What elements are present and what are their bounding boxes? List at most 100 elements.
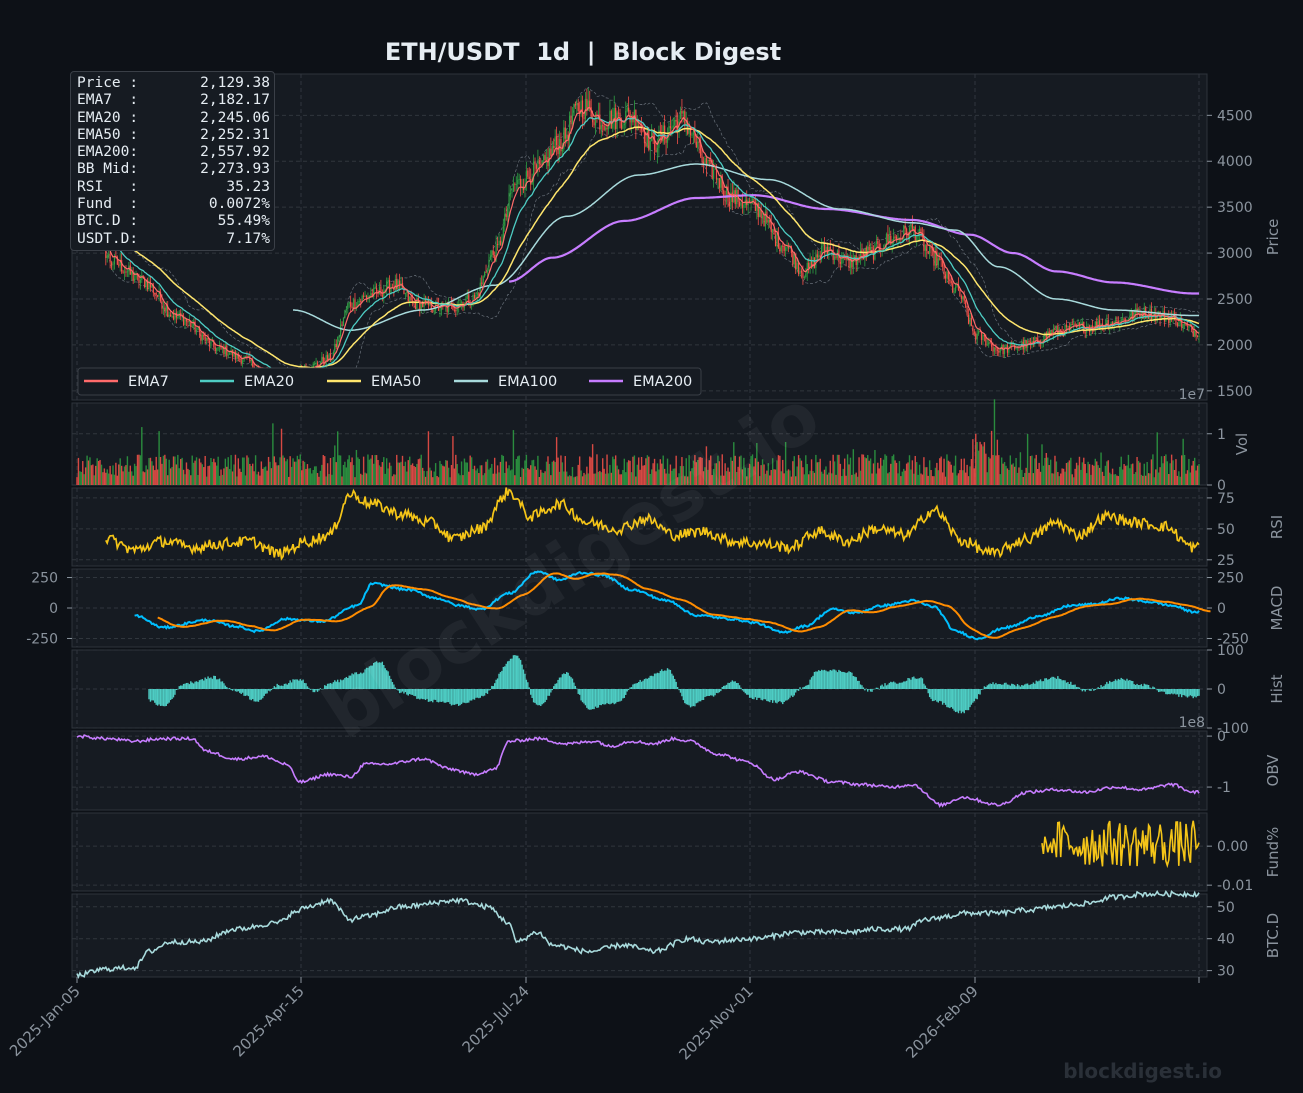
- volume-bar: [619, 474, 621, 485]
- candle-body: [721, 175, 723, 191]
- volume-bar: [311, 473, 313, 485]
- histogram-bar: [1163, 689, 1166, 692]
- volume-bar: [1163, 456, 1166, 485]
- histogram-bar: [684, 689, 686, 704]
- histogram-bar: [371, 665, 373, 689]
- candle-body: [1001, 344, 1003, 350]
- histogram-bar: [436, 689, 438, 702]
- volume-bar: [894, 460, 896, 485]
- volume-bar: [954, 455, 957, 485]
- y-tick-label: 25: [1217, 553, 1235, 569]
- volume-bar: [217, 456, 219, 485]
- volume-bar: [596, 454, 598, 485]
- volume-bar: [414, 467, 417, 485]
- volume-bar: [960, 458, 963, 485]
- volume-bar: [783, 473, 785, 485]
- volume-bar: [564, 456, 566, 485]
- histogram-bar: [695, 689, 698, 704]
- histogram-bar: [396, 689, 398, 690]
- volume-bar: [770, 470, 772, 485]
- volume-bar: [567, 476, 569, 485]
- macd-line: [134, 570, 1200, 641]
- volume-bar: [479, 465, 481, 485]
- y-tick-label: 0: [1217, 478, 1226, 494]
- volume-bar: [603, 468, 605, 485]
- candle-body: [1070, 323, 1072, 331]
- candle-body: [383, 290, 385, 297]
- histogram-bar: [659, 670, 662, 689]
- histogram-bar: [1080, 689, 1082, 690]
- histogram-bar: [338, 682, 340, 689]
- candle-body: [1065, 324, 1068, 328]
- info-label: Price :: [77, 75, 139, 91]
- volume-bar: [787, 469, 790, 485]
- histogram-bar: [807, 684, 810, 689]
- candle-body: [1008, 346, 1010, 353]
- histogram-bar: [921, 678, 924, 689]
- volume-bar: [584, 474, 587, 485]
- histogram-bar: [574, 685, 577, 689]
- volume-bar: [211, 461, 214, 485]
- histogram-bar: [1129, 679, 1131, 689]
- histogram-bar: [496, 678, 499, 689]
- volume-bar: [609, 464, 611, 485]
- candle-body: [139, 279, 141, 283]
- histogram-bar: [999, 684, 1001, 689]
- volume-bar: [1065, 463, 1068, 485]
- volume-bar: [139, 455, 142, 485]
- volume-bar: [142, 471, 144, 485]
- volume-bar: [1021, 469, 1023, 485]
- candle-body: [411, 300, 414, 302]
- histogram-bar: [388, 675, 391, 689]
- volume-bar: [185, 462, 188, 485]
- candle-body: [839, 261, 841, 264]
- histogram-bar: [813, 671, 816, 689]
- volume-bar: [604, 473, 607, 485]
- volume-bar: [1026, 433, 1029, 485]
- histogram-bar: [1178, 689, 1180, 697]
- histogram-bar: [616, 689, 618, 702]
- histogram-bar: [674, 678, 676, 689]
- volume-bar: [129, 465, 131, 485]
- histogram-bar: [573, 682, 575, 689]
- volume-bar: [383, 457, 385, 485]
- histogram-bar: [185, 682, 188, 689]
- candle-body: [942, 259, 944, 267]
- histogram-bar: [1137, 685, 1140, 689]
- volume-bar: [1168, 474, 1170, 485]
- histogram-bar: [502, 666, 505, 689]
- histogram-bar: [1182, 689, 1184, 695]
- histogram-bar: [851, 672, 853, 689]
- histogram-bar: [868, 689, 870, 690]
- histogram-bar: [610, 689, 613, 704]
- volume-bar: [518, 455, 520, 485]
- candle-body: [717, 178, 719, 180]
- candle-body: [612, 119, 614, 129]
- candle-body: [141, 275, 143, 280]
- candle-body: [220, 345, 222, 349]
- volume-bar: [537, 455, 539, 485]
- volume-bar: [397, 462, 399, 485]
- volume-bar: [653, 458, 656, 485]
- histogram-bar: [983, 686, 986, 689]
- candle-body: [1044, 332, 1046, 342]
- candle-body: [198, 327, 201, 333]
- histogram-bar: [491, 685, 493, 689]
- histogram-bar: [541, 689, 543, 705]
- volume-bar: [195, 457, 198, 485]
- histogram-bar: [1170, 689, 1173, 694]
- y-tick-label: 50: [1217, 522, 1235, 538]
- info-value: 2,129.38: [200, 75, 270, 91]
- volume-bar: [760, 465, 762, 485]
- candle-body: [164, 307, 166, 312]
- histogram-bar: [766, 689, 768, 702]
- candle-body: [492, 250, 494, 255]
- volume-bar: [446, 460, 448, 485]
- volume-bar: [616, 465, 618, 485]
- volume-bar: [1062, 468, 1065, 485]
- candle-body: [858, 256, 860, 259]
- candle-body: [151, 284, 153, 288]
- histogram-bar: [992, 682, 994, 689]
- volume-bar: [914, 455, 916, 485]
- volume-bar: [203, 467, 205, 485]
